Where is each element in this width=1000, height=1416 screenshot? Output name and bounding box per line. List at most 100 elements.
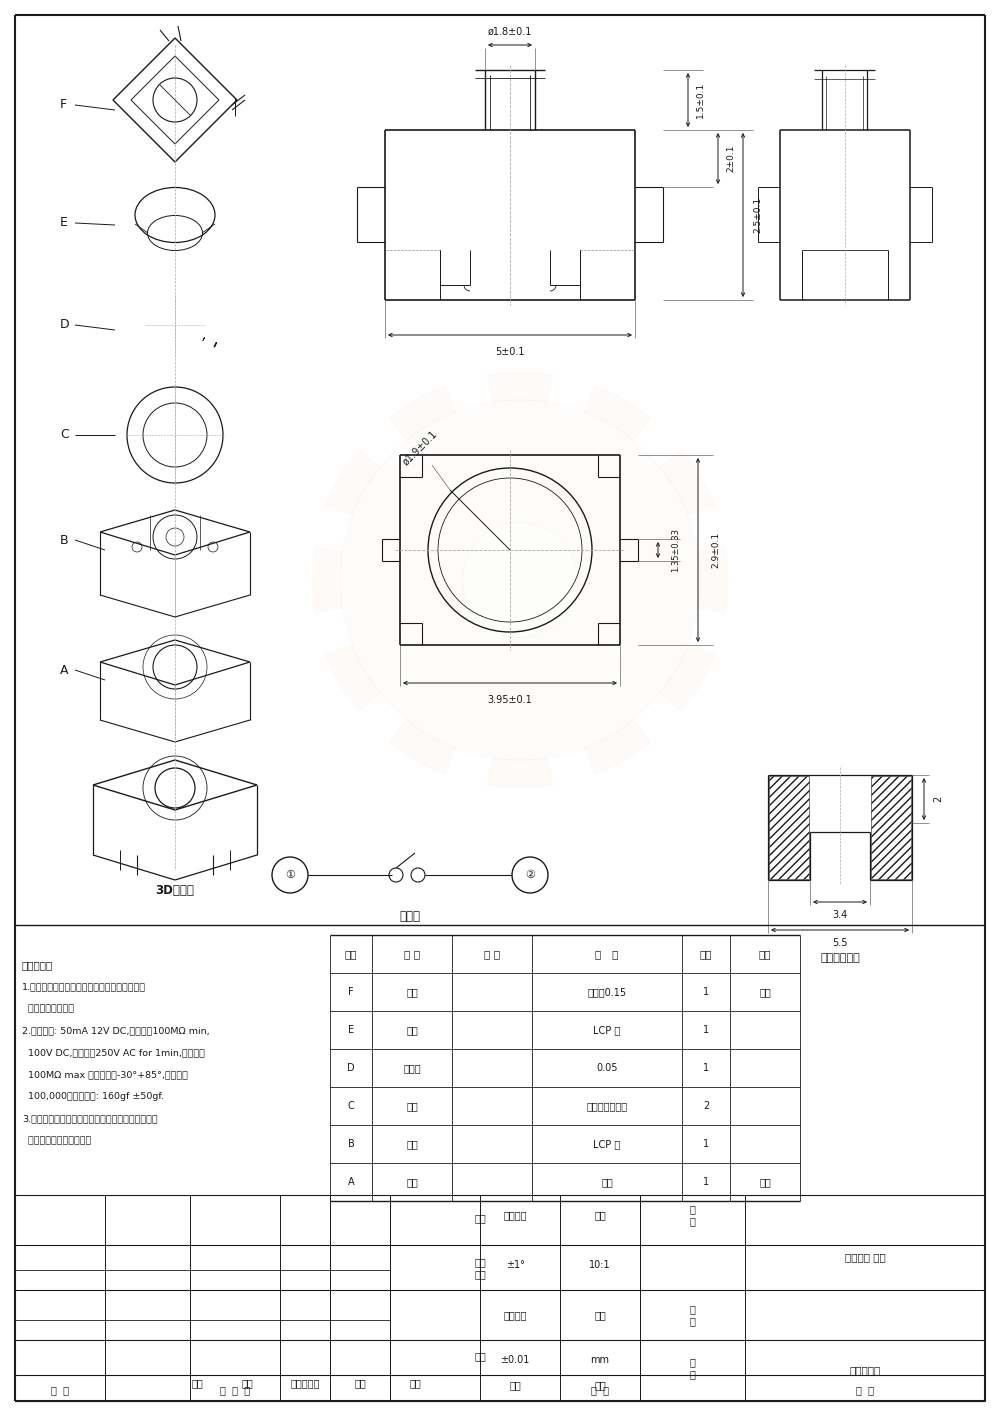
Text: 技术要求：: 技术要求： (22, 960, 53, 970)
Text: 两脚小龟 直脚: 两脚小龟 直脚 (845, 1252, 885, 1262)
Text: 洛
稱: 洛 稱 (689, 1204, 695, 1226)
Text: 3.95±0.1: 3.95±0.1 (488, 695, 532, 705)
Text: 簧片: 簧片 (406, 1102, 418, 1112)
Text: ±0.01: ±0.01 (500, 1355, 530, 1365)
Text: 底座: 底座 (406, 1138, 418, 1148)
Text: 料
號: 料 號 (689, 1357, 695, 1379)
Text: 成品外形图: 成品外形图 (849, 1365, 881, 1375)
Text: F: F (348, 987, 354, 997)
Text: 序号: 序号 (345, 949, 357, 959)
Text: 版本: 版本 (594, 1381, 606, 1391)
Text: B: B (60, 534, 69, 547)
Text: 3D轴测图: 3D轴测图 (156, 884, 194, 896)
Text: ①: ① (285, 869, 295, 879)
Wedge shape (487, 372, 553, 402)
Wedge shape (487, 758, 553, 787)
Text: 名 称: 名 称 (404, 949, 420, 959)
Text: 盖板: 盖板 (406, 987, 418, 997)
Text: 1.5±0.1: 1.5±0.1 (696, 82, 704, 118)
Circle shape (340, 399, 700, 760)
Text: 财料: 财料 (474, 1214, 486, 1223)
Text: 按扭: 按扭 (406, 1025, 418, 1035)
Wedge shape (389, 719, 455, 775)
Wedge shape (326, 644, 380, 711)
Text: ø1.8±0.1: ø1.8±0.1 (488, 27, 532, 37)
Text: 设  计: 设 计 (51, 1385, 69, 1395)
Text: 2±0.1: 2±0.1 (726, 144, 736, 171)
Text: 标记: 标记 (191, 1378, 203, 1388)
Text: 2.5±0.1: 2.5±0.1 (754, 197, 763, 234)
Text: LCP 黑: LCP 黑 (593, 1138, 621, 1148)
Text: 單位: 單位 (594, 1310, 606, 1320)
Text: 原理图: 原理图 (400, 910, 420, 923)
Text: 进口不锈钢复银: 进口不锈钢复银 (586, 1102, 628, 1112)
Wedge shape (389, 385, 455, 440)
Text: 观及性能等缺陷。: 观及性能等缺陷。 (22, 1004, 74, 1012)
Text: LCP 黑: LCP 黑 (593, 1025, 621, 1035)
Text: A: A (60, 664, 68, 677)
Text: ②: ② (525, 869, 535, 879)
Text: 卡件: 卡件 (406, 1177, 418, 1187)
Text: 日期: 日期 (509, 1381, 521, 1391)
Wedge shape (312, 548, 342, 613)
Text: 1: 1 (703, 1025, 709, 1035)
Wedge shape (660, 449, 714, 515)
Bar (871, 776, 911, 879)
Text: 1: 1 (703, 1177, 709, 1187)
Text: 审  核: 审 核 (591, 1385, 609, 1395)
Text: 10:1: 10:1 (589, 1260, 611, 1270)
Wedge shape (585, 719, 651, 775)
Text: 2: 2 (703, 1102, 709, 1112)
Text: 比例: 比例 (594, 1211, 606, 1221)
Text: B: B (348, 1138, 354, 1148)
Text: 防水膜: 防水膜 (403, 1063, 421, 1073)
Bar (769, 776, 809, 879)
Text: 0.05: 0.05 (596, 1063, 618, 1073)
Text: 外力后，应能快速回位。: 外力后，应能快速回位。 (22, 1136, 91, 1146)
Text: D: D (60, 319, 70, 331)
Text: 批  准: 批 准 (856, 1385, 874, 1395)
Text: 100MΩ max 。操作温度-30°+85°,使用寿命: 100MΩ max 。操作温度-30°+85°,使用寿命 (22, 1070, 188, 1079)
Text: 日期: 日期 (409, 1378, 421, 1388)
Text: 材   料: 材 料 (595, 949, 619, 959)
Text: E: E (348, 1025, 354, 1035)
Text: C: C (60, 429, 69, 442)
Text: 1.塑料件表面光洁无划伤，水花，变形，影响外: 1.塑料件表面光洁无划伤，水花，变形，影响外 (22, 983, 146, 991)
Text: 备注: 备注 (759, 949, 771, 959)
Text: 型
號: 型 號 (689, 1304, 695, 1325)
Text: ±1°: ±1° (506, 1260, 524, 1270)
Text: 厚度: 厚度 (474, 1351, 486, 1361)
Text: 安装参考尺寸: 安装参考尺寸 (820, 953, 860, 963)
Text: 3.4: 3.4 (832, 910, 848, 920)
Text: E: E (60, 217, 68, 229)
Wedge shape (585, 385, 651, 440)
Wedge shape (660, 644, 714, 711)
Text: 1: 1 (703, 987, 709, 997)
Text: 签字: 签字 (354, 1378, 366, 1388)
Text: 3.开关手感明显，档位清晰可靠，无卡滞现象，消除: 3.开关手感明显，档位清晰可靠，无卡滞现象，消除 (22, 1114, 158, 1123)
Text: A: A (348, 1177, 354, 1187)
Text: C: C (348, 1102, 354, 1112)
Text: 5.5: 5.5 (832, 937, 848, 947)
Text: 1.35±0.33: 1.35±0.33 (672, 528, 680, 572)
Text: 数量: 数量 (700, 949, 712, 959)
Circle shape (462, 523, 578, 637)
Text: 2.9±0.1: 2.9±0.1 (712, 532, 720, 568)
Text: 更改文件号: 更改文件号 (290, 1378, 320, 1388)
Text: 電鍍
顏色: 電鍍 顏色 (474, 1257, 486, 1279)
Text: 1: 1 (703, 1063, 709, 1073)
Text: 100,000次。操作力: 160gf ±50gf.: 100,000次。操作力: 160gf ±50gf. (22, 1092, 164, 1102)
Text: mm: mm (590, 1355, 610, 1365)
Wedge shape (698, 548, 728, 613)
Text: ø1.9±0.1: ø1.9±0.1 (401, 429, 439, 467)
Text: 1: 1 (703, 1138, 709, 1148)
Text: 磷铜: 磷铜 (601, 1177, 613, 1187)
Text: D: D (347, 1063, 355, 1073)
Wedge shape (326, 449, 380, 515)
Text: 处数: 处数 (241, 1378, 253, 1388)
Text: 不锈钢0.15: 不锈钢0.15 (587, 987, 627, 997)
Text: 2.额定电流: 50mA 12V DC,绝缘电阻100MΩ min,: 2.额定电流: 50mA 12V DC,绝缘电阻100MΩ min, (22, 1027, 210, 1035)
Text: 5±0.1: 5±0.1 (495, 347, 525, 357)
Text: F: F (60, 99, 67, 112)
Text: 标  准  化: 标 准 化 (220, 1385, 250, 1395)
